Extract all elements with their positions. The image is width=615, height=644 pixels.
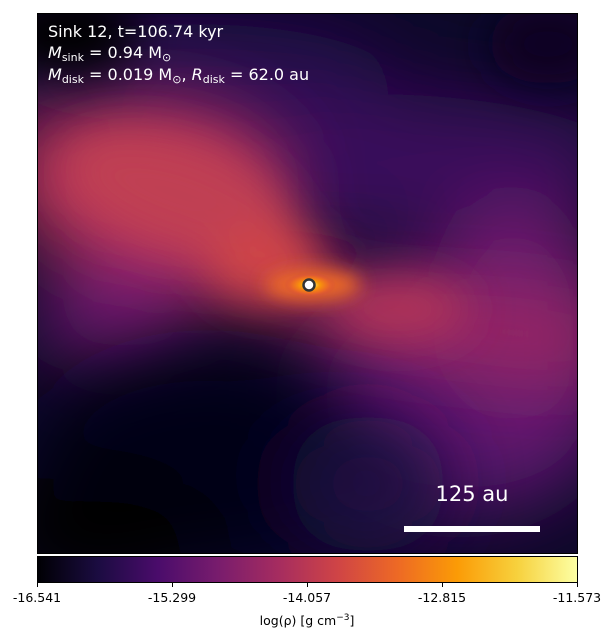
density-map	[38, 14, 577, 553]
sink-mass-label: Msink = 0.94 M⊙	[48, 43, 172, 64]
colorbar-tick-label: -14.057	[282, 590, 332, 605]
colorbar-tick-label: -11.573	[552, 590, 602, 605]
colorbar-tick-label: -12.815	[417, 590, 467, 605]
colorbar-title: log(ρ) [g cm−3]	[259, 613, 355, 629]
sink-marker	[302, 278, 316, 292]
colorbar	[37, 556, 578, 583]
colorbar-tick	[442, 583, 443, 587]
scale-bar	[404, 526, 540, 532]
colorbar-tick-label: -16.541	[12, 590, 62, 605]
colorbar-tick	[577, 583, 578, 587]
disk-properties-label: Mdisk = 0.019 M⊙, Rdisk = 62.0 au	[48, 65, 310, 86]
colorbar-tick	[307, 583, 308, 587]
scale-bar-label: 125 au	[435, 482, 509, 506]
colorbar-tick	[172, 583, 173, 587]
colorbar-tick	[37, 583, 38, 587]
density-map-panel: Sink 12, t=106.74 kyr Msink = 0.94 M⊙ Md…	[37, 13, 578, 554]
sink-time-label: Sink 12, t=106.74 kyr	[48, 22, 224, 41]
colorbar-tick-label: -15.299	[147, 590, 197, 605]
